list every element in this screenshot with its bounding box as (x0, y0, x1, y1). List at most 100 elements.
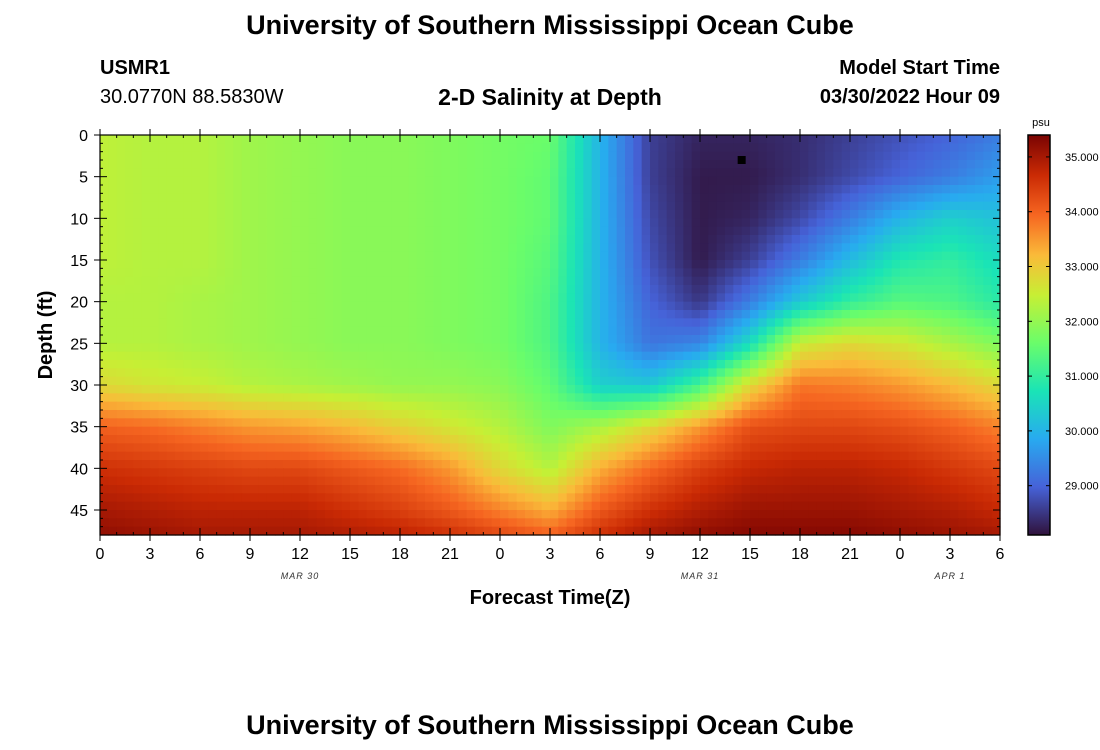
heatmap-cell (516, 276, 526, 286)
heatmap-cell (775, 326, 784, 336)
heatmap-cell (325, 193, 334, 203)
heatmap-cell (883, 426, 893, 436)
heatmap-cell (200, 518, 209, 528)
heatmap-cell (483, 360, 493, 369)
heatmap-cell (550, 143, 559, 153)
heatmap-cell (416, 385, 426, 394)
heatmap-cell (433, 401, 443, 411)
heatmap-cell (358, 468, 368, 478)
heatmap-cell (625, 268, 634, 278)
heatmap-cell (675, 435, 684, 444)
heatmap-cell (858, 218, 868, 228)
heatmap-cell (716, 360, 726, 369)
heatmap-cell (616, 351, 626, 361)
heatmap-cell (291, 510, 301, 519)
heatmap-cell (516, 301, 526, 311)
heatmap-cell (258, 376, 268, 386)
heatmap-cell (866, 401, 876, 411)
heatmap-cell (741, 168, 751, 178)
heatmap-cell (208, 293, 218, 303)
heatmap-cell (216, 376, 226, 386)
heatmap-cell (716, 451, 726, 461)
heatmap-cell (391, 268, 401, 278)
heatmap-cell (366, 293, 376, 303)
heatmap-cell (725, 143, 734, 153)
heatmap-cell (333, 335, 343, 344)
heatmap-cell (291, 318, 301, 328)
heatmap-cell (225, 268, 234, 278)
heatmap-cell (308, 476, 318, 486)
heatmap-cell (600, 310, 609, 319)
heatmap-cell (808, 426, 818, 436)
heatmap-cell (591, 501, 601, 511)
heatmap-cell (950, 226, 959, 236)
heatmap-cell (850, 401, 859, 411)
heatmap-cell (891, 326, 901, 336)
heatmap-cell (941, 385, 951, 394)
heatmap-cell (375, 168, 384, 178)
heatmap-cell (175, 485, 184, 494)
heatmap-cell (558, 401, 568, 411)
heatmap-cell (533, 385, 543, 394)
heatmap-cell (641, 426, 651, 436)
heatmap-cell (766, 193, 776, 203)
heatmap-cell (116, 443, 126, 453)
heatmap-cell (575, 343, 584, 353)
heatmap-cell (708, 276, 718, 286)
heatmap-cell (541, 435, 551, 444)
heatmap-cell (900, 451, 909, 461)
heatmap-cell (175, 418, 184, 428)
heatmap-cell (191, 493, 201, 503)
heatmap-cell (966, 176, 976, 186)
heatmap-cell (650, 360, 659, 369)
heatmap-cell (283, 135, 293, 144)
heatmap-cell (408, 293, 418, 303)
heatmap-cell (741, 393, 751, 403)
heatmap-cell (933, 418, 943, 428)
heatmap-cell (983, 443, 993, 453)
heatmap-cell (383, 251, 393, 261)
heatmap-cell (316, 485, 326, 494)
heatmap-cell (716, 176, 726, 186)
heatmap-cell (616, 510, 626, 519)
heatmap-cell (383, 326, 393, 336)
heatmap-cell (441, 493, 451, 503)
heatmap-cell (500, 418, 509, 428)
heatmap-cell (191, 218, 201, 228)
heatmap-cell (308, 310, 318, 319)
heatmap-cell (183, 410, 193, 419)
heatmap-cell (475, 385, 484, 394)
heatmap-cell (683, 343, 693, 353)
heatmap-cell (191, 518, 201, 528)
heatmap-cell (750, 143, 759, 153)
heatmap-cell (133, 368, 143, 378)
heatmap-cell (983, 143, 993, 153)
heatmap-cell (191, 510, 201, 519)
heatmap-cell (566, 360, 576, 369)
heatmap-cell (600, 210, 609, 219)
heatmap-cell (333, 326, 343, 336)
heatmap-cell (400, 268, 409, 278)
heatmap-cell (133, 168, 143, 178)
heatmap-cell (333, 351, 343, 361)
heatmap-cell (433, 251, 443, 261)
heatmap-cell (916, 143, 926, 153)
heatmap-cell (208, 135, 218, 144)
heatmap-cell (608, 143, 618, 153)
heatmap-cell (916, 385, 926, 394)
heatmap-cell (758, 251, 768, 261)
heatmap-cell (683, 318, 693, 328)
heatmap-cell (558, 285, 568, 294)
heatmap-cell (516, 218, 526, 228)
heatmap-cell (350, 510, 359, 519)
heatmap-cell (375, 276, 384, 286)
heatmap-cell (975, 326, 984, 336)
heatmap-cell (458, 310, 468, 319)
heatmap-cell (316, 376, 326, 386)
heatmap-cell (283, 318, 293, 328)
heatmap-cell (708, 426, 718, 436)
heatmap-cell (783, 243, 793, 253)
heatmap-cell (850, 260, 859, 269)
heatmap-cell (816, 218, 826, 228)
heatmap-cell (233, 251, 243, 261)
